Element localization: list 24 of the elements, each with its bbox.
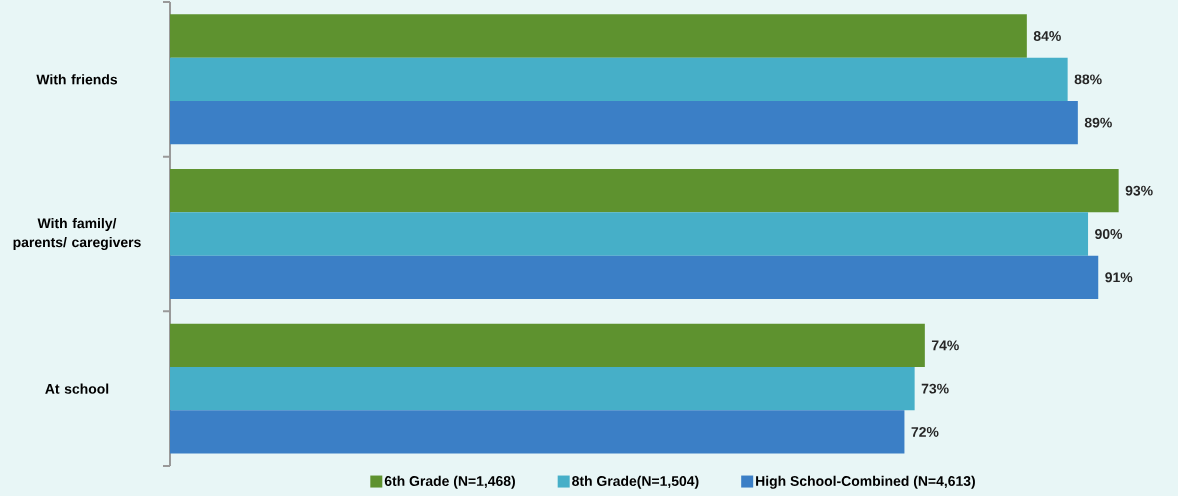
bar bbox=[170, 323, 925, 367]
bar bbox=[170, 169, 1119, 213]
data-label: 91% bbox=[1105, 272, 1133, 283]
bar bbox=[170, 100, 1078, 145]
data-label: 90% bbox=[1095, 229, 1123, 239]
bar bbox=[170, 255, 1099, 299]
bar bbox=[170, 57, 1068, 101]
legend-label: 8th Grade(N=1,504) bbox=[572, 475, 699, 489]
bar bbox=[170, 14, 1027, 58]
bar bbox=[170, 410, 905, 454]
bar bbox=[170, 367, 915, 411]
y-tick-label: With friends bbox=[36, 74, 118, 85]
y-tick-label: With family/ parents/ caregivers bbox=[13, 217, 141, 250]
data-label: 73% bbox=[921, 383, 949, 394]
data-label: 72% bbox=[911, 427, 939, 437]
y-tick-label: At school bbox=[45, 383, 109, 394]
data-label: 84% bbox=[1033, 31, 1061, 41]
data-label: 88% bbox=[1074, 74, 1102, 85]
data-label: 74% bbox=[931, 340, 959, 351]
data-label: 89% bbox=[1084, 117, 1112, 128]
data-label: 93% bbox=[1125, 185, 1153, 196]
bar bbox=[170, 212, 1089, 256]
legend-label: High School-Combined (N=4,613) bbox=[756, 475, 975, 489]
legend-label: 6th Grade (N=1,468) bbox=[384, 475, 515, 489]
